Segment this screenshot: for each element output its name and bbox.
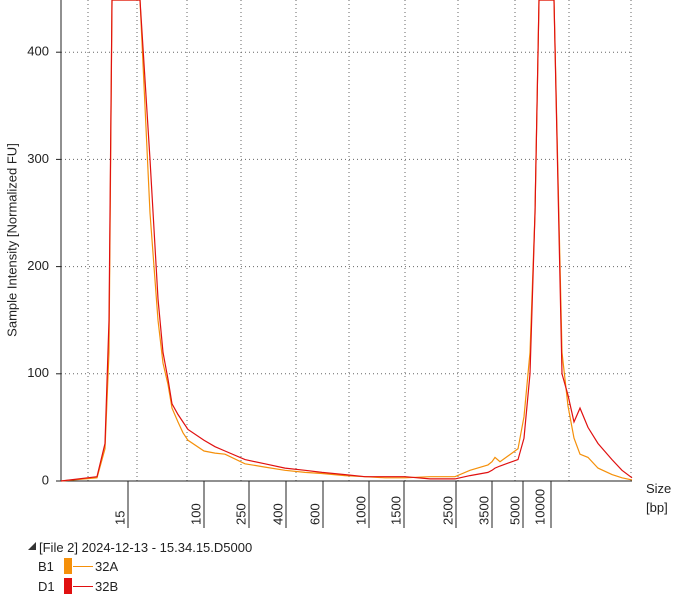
y-tick-label: 300 bbox=[27, 151, 49, 166]
y-tick-label: 200 bbox=[27, 258, 49, 273]
y-ticks: 0 100 200 300 400 bbox=[27, 44, 61, 487]
y-axis-label: Sample Intensity [Normalized FU] bbox=[4, 143, 19, 337]
legend-swatch bbox=[64, 578, 72, 594]
electropherogram-chart: 0 100 200 300 400 15 100 250 400 600 1000 1500 2500… bbox=[4, 0, 671, 528]
legend-swatch bbox=[64, 558, 72, 574]
x-tick-label: 10000 bbox=[532, 489, 547, 525]
grid-lines bbox=[61, 0, 632, 481]
legend-entry[interactable]: B1 32A bbox=[28, 556, 252, 576]
legend-file-label: [File 2] 2024-12-13 - 15.34.15.D5000 bbox=[39, 539, 253, 555]
legend-line-sample bbox=[73, 565, 93, 567]
x-tick-label: 3500 bbox=[476, 496, 491, 525]
legend-file-row[interactable]: [File 2] 2024-12-13 - 15.34.15.D5000 bbox=[28, 538, 252, 556]
series-lines bbox=[60, 0, 633, 482]
x-tick-label: 1500 bbox=[388, 496, 403, 525]
x-axis-unit: [bp] bbox=[646, 500, 668, 515]
x-ticks: 15 100 250 400 600 1000 1500 2500 3500 5000 10000 bbox=[112, 481, 552, 528]
legend-line-sample bbox=[73, 585, 93, 587]
x-tick-label: 600 bbox=[307, 503, 322, 525]
legend-well: D1 bbox=[38, 578, 55, 594]
x-tick-label: 1000 bbox=[353, 496, 368, 525]
y-tick-label: 0 bbox=[42, 472, 49, 487]
series-line-32B bbox=[60, 0, 633, 482]
y-tick-label: 100 bbox=[27, 365, 49, 380]
y-tick-label: 400 bbox=[27, 44, 49, 59]
legend-entry[interactable]: D1 32B bbox=[28, 576, 252, 596]
x-tick-label: 400 bbox=[270, 503, 285, 525]
x-axis-label: Size bbox=[646, 481, 671, 496]
x-tick-label: 5000 bbox=[507, 496, 522, 525]
x-tick-label: 2500 bbox=[440, 496, 455, 525]
x-tick-label: 100 bbox=[188, 503, 203, 525]
axes bbox=[60, 0, 632, 482]
legend-series-name: 32B bbox=[95, 578, 119, 594]
legend-series-name: 32A bbox=[95, 558, 119, 574]
x-tick-label: 250 bbox=[233, 503, 248, 525]
expand-triangle-icon[interactable] bbox=[28, 542, 36, 550]
legend-well: B1 bbox=[38, 558, 54, 574]
legend: [File 2] 2024-12-13 - 15.34.15.D5000 B1 … bbox=[28, 538, 252, 596]
x-tick-label: 15 bbox=[112, 511, 127, 525]
series-line-32A bbox=[60, 0, 633, 482]
